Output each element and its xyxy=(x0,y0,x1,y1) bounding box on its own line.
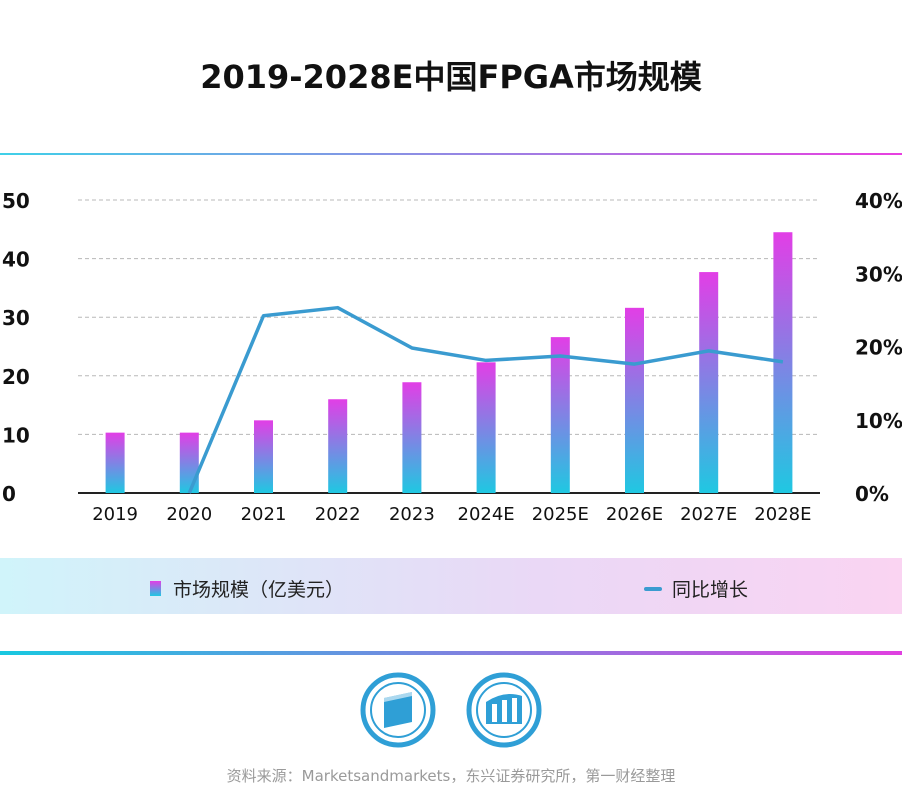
x-tick-label: 2019 xyxy=(92,504,138,525)
legend-bar-label: 市场规模（亿美元） xyxy=(173,579,345,601)
legend-item-bar: 市场规模（亿美元） xyxy=(150,575,344,602)
x-tick-label: 2025E xyxy=(532,504,589,525)
x-tick-label: 2021 xyxy=(241,504,287,525)
right-tick-label: 0% xyxy=(855,482,889,506)
bar xyxy=(328,399,348,493)
source-note: 资料来源：Marketsandmarkets，东兴证券研究所，第一财经整理 xyxy=(226,767,676,785)
bar-swatch-icon xyxy=(150,581,161,596)
bar xyxy=(699,272,719,493)
bottom-divider xyxy=(0,651,902,655)
x-tick-label: 2028E xyxy=(754,504,811,525)
legend-item-line: 同比增长 xyxy=(644,575,748,602)
left-tick-label: 40 xyxy=(2,248,30,272)
bar xyxy=(402,382,422,493)
left-tick-label: 10 xyxy=(2,423,30,447)
chart: 0 10 20 30 40 50 0% 10% 20% 30% 40% 2019 2020 2021 2… xyxy=(2,189,902,525)
bar xyxy=(179,432,199,493)
left-tick-label: 30 xyxy=(2,306,30,330)
bar xyxy=(254,420,273,493)
top-divider xyxy=(0,153,902,155)
x-tick-label: 2022 xyxy=(315,504,361,525)
bar xyxy=(625,307,644,493)
logo-left-icon xyxy=(360,672,436,748)
x-tick-label: 2020 xyxy=(166,504,212,525)
bar xyxy=(476,362,496,493)
chart-title: 2019-2028E中国FPGA市场规模 xyxy=(200,58,702,96)
right-tick-label: 10% xyxy=(855,409,902,433)
x-tick-label: 2023 xyxy=(389,504,435,525)
left-tick-label: 20 xyxy=(2,365,30,389)
left-tick-label: 50 xyxy=(2,189,30,213)
bar xyxy=(550,337,570,493)
legend-line-label: 同比增长 xyxy=(672,579,749,601)
right-tick-label: 20% xyxy=(855,336,902,360)
right-tick-label: 40% xyxy=(855,189,902,213)
logo-right-icon xyxy=(466,672,542,748)
x-tick-label: 2027E xyxy=(680,504,737,525)
x-tick-label: 2026E xyxy=(606,504,663,525)
right-tick-label: 30% xyxy=(855,262,902,286)
bar xyxy=(105,432,125,493)
bar xyxy=(773,232,793,494)
x-tick-label: 2024E xyxy=(458,504,515,525)
line-swatch-icon xyxy=(644,586,662,591)
legend: 市场规模（亿美元） 同比增长 xyxy=(0,558,902,614)
left-tick-label: 0 xyxy=(2,482,16,506)
